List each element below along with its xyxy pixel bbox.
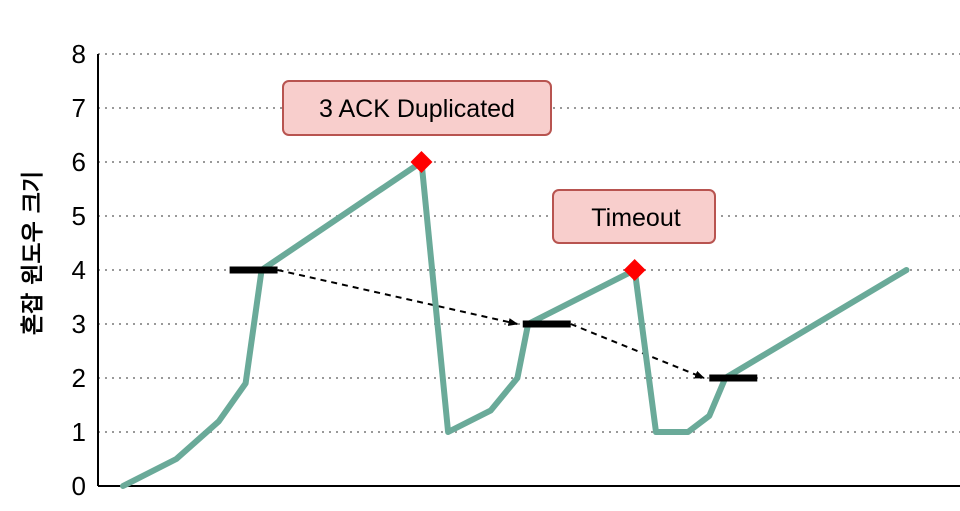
congestion-window-line: [120, 159, 910, 489]
y-tick-label: 3: [72, 309, 86, 339]
y-axis-label: 혼잡 윈도우 크기: [20, 171, 46, 335]
callout-timeout: Timeout: [552, 189, 716, 244]
callout-3ack-text: 3 ACK Duplicated: [319, 95, 515, 123]
dashed-arrow: [570, 323, 705, 379]
y-tick-label: 0: [72, 471, 86, 501]
callout-3ack: 3 ACK Duplicated: [282, 80, 552, 136]
y-tick-label: 6: [72, 147, 86, 177]
y-tick-label: 8: [72, 39, 86, 69]
callout-timeout-box: [552, 189, 716, 244]
event-diamond-marker: [623, 259, 646, 281]
y-tick-label: 1: [72, 417, 86, 447]
callout-3ack-box: [282, 80, 552, 136]
y-tick-label: 4: [72, 255, 86, 285]
event-diamond-marker: [410, 151, 433, 173]
y-tick-label: 7: [72, 93, 86, 123]
callout-timeout-text: Timeout: [591, 204, 680, 232]
event-markers: [410, 151, 646, 281]
dashed-arrow: [277, 269, 519, 326]
y-tick-label: 2: [72, 363, 86, 393]
y-tick-labels: 0 1 2 3 4 5 6 7 8: [72, 39, 86, 501]
threshold-arrows: [277, 269, 705, 379]
y-tick-label: 5: [72, 201, 86, 231]
threshold-markers: [229, 266, 758, 382]
